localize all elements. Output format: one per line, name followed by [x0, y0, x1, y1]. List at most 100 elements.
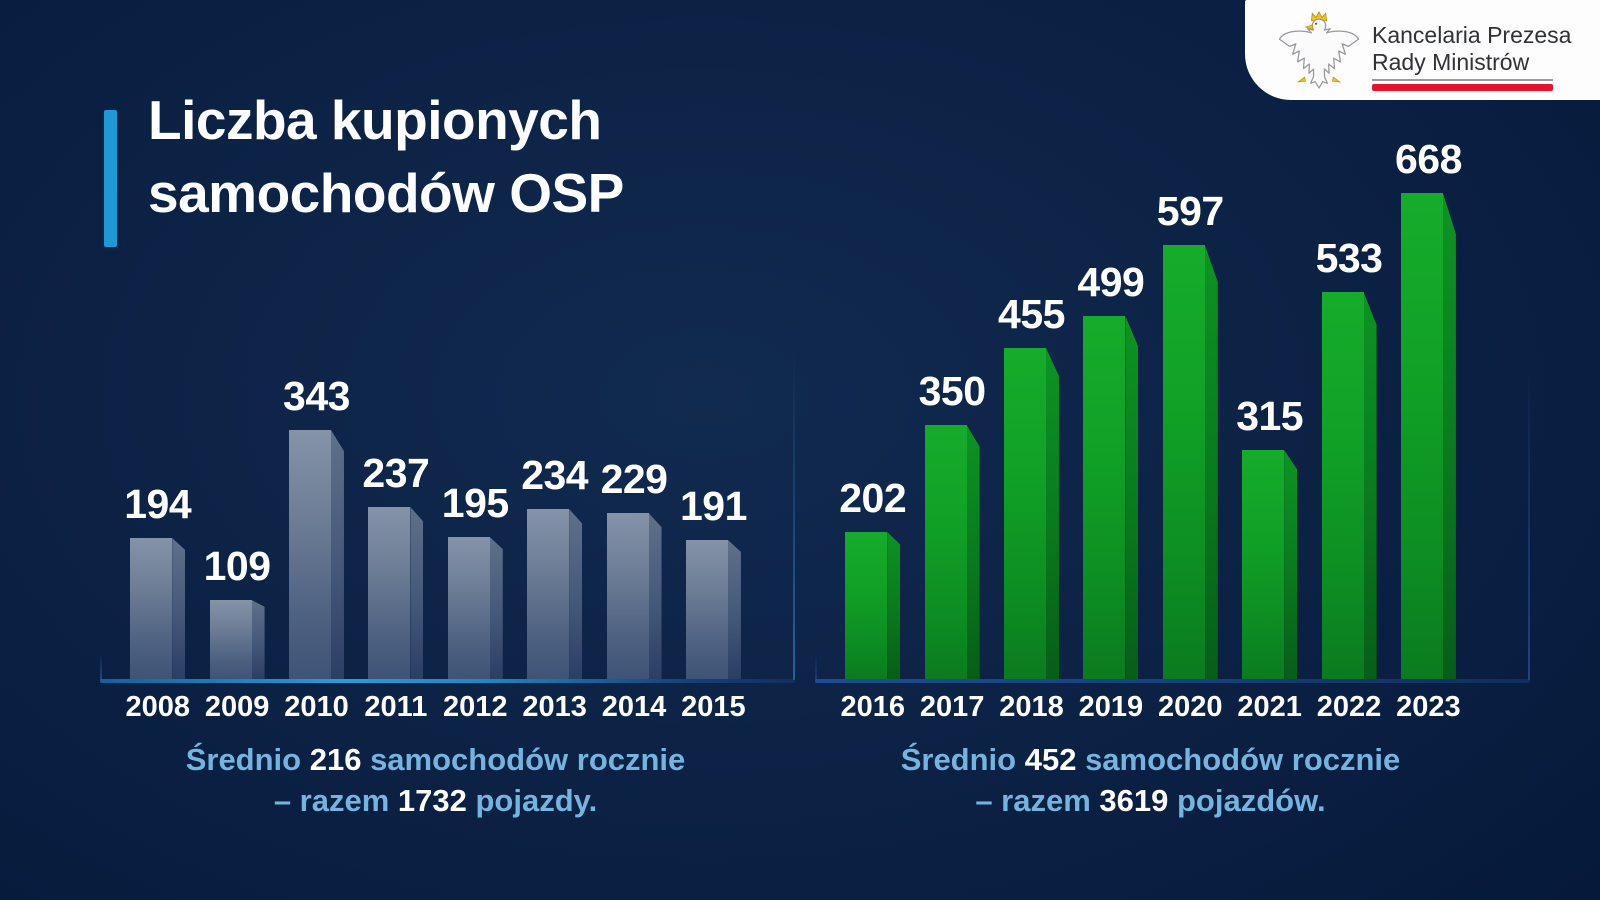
bar-2009 — [209, 600, 265, 679]
caption-total-value: 3619 — [1099, 783, 1169, 818]
bar-value-label: 229 — [600, 456, 668, 502]
logo-separator-line — [1372, 79, 1553, 81]
bar-column-2011: 237 — [356, 450, 435, 679]
bar-column-2009: 109 — [197, 543, 276, 679]
year-label-2023: 2023 — [1396, 691, 1461, 723]
bar-column-2020: 597 — [1151, 188, 1230, 679]
year-axis: 2016 2017 2018 2019 2020 2021 2022 2023 — [833, 691, 1468, 724]
year-label-2011: 2011 — [364, 691, 428, 723]
bar-front-face — [606, 513, 649, 679]
bar-2017 — [924, 425, 980, 679]
eagle-talon-left — [1296, 76, 1306, 83]
bar-value-label: 315 — [1236, 393, 1304, 439]
bar-side-face — [251, 600, 265, 679]
year-label-2017: 2017 — [919, 691, 985, 723]
year-label-2020: 2020 — [1158, 691, 1223, 723]
year-label-2015: 2015 — [681, 691, 746, 723]
bar-column-2008: 194 — [118, 481, 197, 679]
bar-2008 — [130, 538, 186, 679]
bar-front-face — [130, 538, 173, 679]
year-label-2016: 2016 — [840, 691, 905, 723]
caption-text: Średnio — [900, 742, 1025, 777]
bars-area: 202 350 455 499 597 315 533 668 — [833, 136, 1468, 679]
bar-front-face — [209, 600, 252, 679]
year-label-2009: 2009 — [204, 691, 270, 723]
bar-front-face — [368, 507, 411, 679]
bar-value-label: 234 — [521, 452, 589, 498]
bar-side-face — [1204, 245, 1218, 679]
bar-column-2021: 315 — [1230, 393, 1309, 679]
bar-column-2018: 455 — [992, 291, 1071, 679]
title-accent-bar — [104, 110, 117, 247]
caption-text: samochodów rocznie — [1076, 742, 1401, 777]
caption-text: – razem — [975, 783, 1100, 818]
bar-side-face — [330, 430, 344, 679]
bar-column-2019: 499 — [1071, 259, 1150, 679]
bar-side-face — [1045, 348, 1059, 679]
bar-front-face — [1003, 348, 1046, 679]
bar-column-2012: 195 — [436, 480, 515, 679]
bar-value-label: 194 — [124, 481, 192, 527]
chart-caption: Średnio 216 samochodów rocznie – razem 17… — [118, 739, 753, 821]
bar-2012 — [447, 537, 503, 679]
page-title-line2: samochodów OSP — [148, 162, 624, 224]
bar-side-face — [1363, 292, 1377, 679]
bar-2020 — [1162, 245, 1218, 679]
chart-frame-right-edge — [793, 350, 795, 680]
page-title: Liczba kupionych samochodów OSP — [148, 84, 624, 230]
bar-value-label: 195 — [441, 480, 509, 526]
bar-2018 — [1003, 348, 1059, 679]
bar-side-face — [1284, 450, 1298, 679]
bar-value-label: 109 — [203, 543, 271, 589]
chart-frame-left-edge — [815, 654, 817, 680]
bar-2021 — [1242, 450, 1298, 679]
bar-side-face — [569, 509, 583, 679]
bar-front-face — [1162, 245, 1205, 679]
bar-side-face — [410, 507, 424, 679]
bar-2016 — [845, 532, 901, 679]
bar-front-face — [924, 425, 967, 679]
logo-org-line1: Kancelaria Prezesa — [1372, 22, 1572, 48]
chart-2008-2015: 194 109 343 237 195 234 229 191 2008 2009 2010 201… — [100, 83, 795, 818]
bar-value-label: 191 — [679, 483, 747, 529]
bar-column-2010: 343 — [277, 373, 356, 679]
logo-red-underline — [1372, 84, 1553, 91]
bar-value-label: 237 — [362, 450, 430, 496]
chart-2016-2023: 202 350 455 499 597 315 533 668 2016 2017 2018 201… — [815, 83, 1530, 818]
bar-front-face — [288, 430, 331, 679]
bar-front-face — [1321, 292, 1364, 679]
bar-front-face — [447, 537, 490, 679]
bar-value-label: 343 — [283, 373, 350, 419]
eagle-crown — [1310, 11, 1328, 22]
bar-side-face — [1442, 193, 1456, 679]
bar-value-label: 499 — [1077, 259, 1145, 305]
bar-front-face — [845, 532, 888, 679]
caption-text: pojazdów. — [1168, 783, 1326, 818]
eagle-beak — [1304, 24, 1314, 30]
bar-front-face — [1400, 193, 1443, 679]
logo-org-name: Kancelaria Prezesa Rady Ministrów — [1372, 22, 1571, 76]
caption-text: samochodów rocznie — [361, 742, 686, 777]
bar-value-label: 202 — [839, 475, 907, 521]
year-label-2021: 2021 — [1237, 691, 1302, 723]
caption-average-value: 216 — [309, 742, 362, 777]
chart-baseline — [815, 679, 1530, 683]
bar-column-2014: 229 — [594, 456, 673, 679]
bar-front-face — [1083, 316, 1126, 679]
bar-front-face — [527, 509, 570, 679]
bar-side-face — [1125, 316, 1139, 679]
bar-side-face — [966, 425, 980, 679]
year-axis: 2008 2009 2010 2011 2012 2013 2014 2015 — [118, 691, 753, 724]
eagle-eye — [1314, 22, 1318, 25]
bar-side-face — [172, 538, 186, 679]
year-label-2013: 2013 — [522, 691, 587, 723]
year-label-2012: 2012 — [443, 691, 508, 723]
caption-text: – razem — [273, 783, 398, 818]
polish-eagle-icon — [1278, 11, 1360, 89]
year-label-2014: 2014 — [601, 691, 667, 723]
bar-column-2017: 350 — [912, 368, 991, 679]
bar-column-2016: 202 — [833, 475, 912, 679]
page-title-line1: Liczba kupionych — [148, 89, 602, 151]
logo-org-line2: Rady Ministrów — [1372, 49, 1530, 75]
